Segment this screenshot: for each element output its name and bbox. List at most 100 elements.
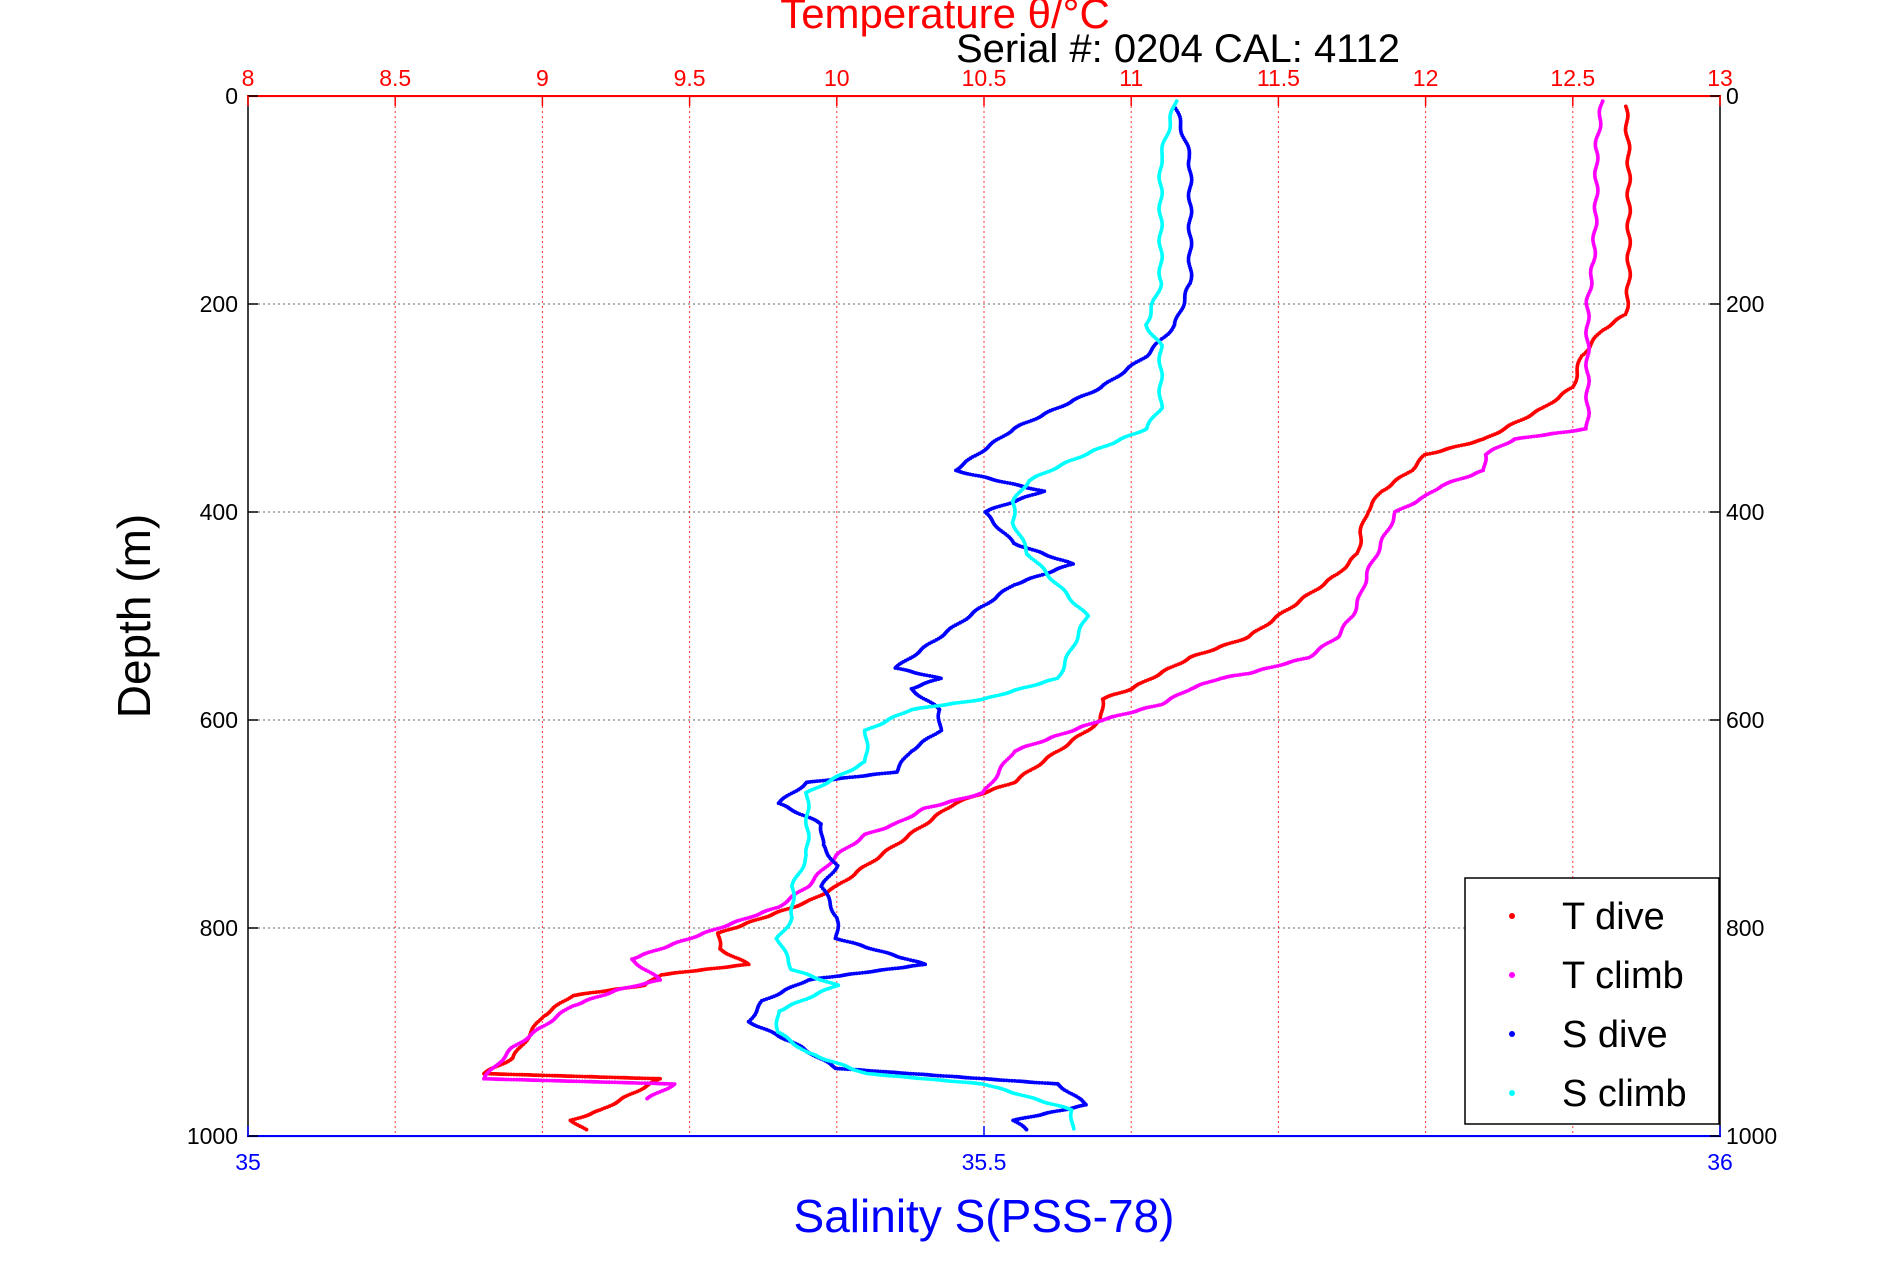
data-point xyxy=(1001,1078,1006,1083)
y-tick-label: 200 xyxy=(200,291,238,317)
data-point xyxy=(914,1072,919,1076)
data-point xyxy=(539,1073,544,1078)
data-point xyxy=(971,473,975,477)
data-point xyxy=(850,775,855,779)
temp-tick-label: 11.5 xyxy=(1257,65,1300,91)
data-point xyxy=(958,1080,962,1084)
temp-tick-label: 9 xyxy=(536,65,549,91)
data-point xyxy=(717,966,722,970)
data-point xyxy=(1034,1080,1039,1085)
data-point xyxy=(930,704,934,709)
data-point xyxy=(1040,1081,1045,1085)
data-point xyxy=(908,1071,913,1076)
data-point xyxy=(863,970,868,975)
data-point xyxy=(944,1074,949,1078)
legend-marker xyxy=(1509,913,1515,919)
temp-tick-label: 11 xyxy=(1119,65,1143,91)
data-point xyxy=(1304,656,1309,661)
data-point xyxy=(746,962,751,967)
data-point xyxy=(712,966,717,971)
data-point xyxy=(1564,430,1569,434)
data-point xyxy=(923,962,928,967)
data-point xyxy=(1029,1114,1033,1119)
data-point xyxy=(509,1072,513,1077)
data-point xyxy=(580,1074,585,1079)
data-point xyxy=(514,1077,519,1082)
data-point xyxy=(885,771,890,775)
data-point xyxy=(821,778,825,783)
data-point xyxy=(607,1075,612,1080)
data-point xyxy=(1532,434,1536,439)
data-point xyxy=(642,1081,647,1086)
data-point xyxy=(1010,1078,1015,1083)
y-tick-label-right: 400 xyxy=(1726,499,1764,525)
series-t-climb xyxy=(482,99,1605,1101)
data-point xyxy=(853,774,858,779)
data-point xyxy=(919,1076,924,1081)
data-point xyxy=(544,1078,549,1083)
data-point xyxy=(571,1079,576,1084)
temp-tick-label: 8 xyxy=(242,65,255,91)
data-point xyxy=(484,1077,489,1081)
data-point xyxy=(896,966,900,971)
data-point xyxy=(881,1069,886,1074)
data-point xyxy=(941,1074,946,1078)
y-tick-label: 600 xyxy=(200,707,238,733)
legend-marker xyxy=(1509,1031,1515,1037)
data-point xyxy=(1026,1115,1031,1120)
data-point xyxy=(890,966,895,971)
data-point xyxy=(895,1074,900,1079)
data-point xyxy=(610,1075,615,1080)
data-point xyxy=(824,975,829,980)
data-point xyxy=(1529,434,1533,439)
data-point xyxy=(925,1077,930,1081)
temp-tick-label: 8.5 xyxy=(379,65,411,91)
data-point xyxy=(541,1078,546,1083)
data-point xyxy=(952,1079,957,1084)
data-point xyxy=(1123,712,1128,716)
legend-label: T climb xyxy=(1562,955,1684,997)
y-tick-label-right: 1000 xyxy=(1726,1123,1777,1149)
legend-marker xyxy=(1509,972,1515,978)
y-tick-label: 1000 xyxy=(187,1123,238,1149)
data-point xyxy=(572,1074,576,1079)
data-point xyxy=(889,1074,894,1078)
data-point xyxy=(1005,480,1010,485)
data-point xyxy=(920,962,925,967)
data-point xyxy=(875,1069,880,1074)
data-point xyxy=(514,1072,519,1077)
data-point xyxy=(818,779,822,783)
y-tick-label-right: 0 xyxy=(1726,83,1739,109)
y-tick-label-right: 200 xyxy=(1726,291,1764,317)
temp-tick-label: 10.5 xyxy=(962,65,1007,91)
data-point xyxy=(1004,1078,1009,1083)
data-point xyxy=(539,1078,543,1083)
data-point xyxy=(974,1076,979,1081)
y-tick-label: 800 xyxy=(200,915,238,941)
y-tick-label-right: 600 xyxy=(1726,707,1764,733)
data-point xyxy=(883,771,887,776)
data-point xyxy=(577,1079,582,1084)
data-point xyxy=(544,1073,549,1078)
data-point xyxy=(591,990,596,995)
legend-box xyxy=(1464,877,1720,1125)
data-point xyxy=(640,1076,645,1081)
data-point xyxy=(547,1073,552,1078)
data-point xyxy=(1071,1126,1076,1131)
data-point xyxy=(509,1077,513,1082)
data-point xyxy=(1034,487,1039,492)
y-axis-label: Depth (m) xyxy=(108,514,160,718)
legend-label: S dive xyxy=(1562,1014,1668,1056)
data-point xyxy=(896,666,900,671)
series-s-climb xyxy=(774,99,1179,1131)
data-point xyxy=(960,1080,965,1084)
y-tick-label-right: 800 xyxy=(1726,915,1764,941)
data-point xyxy=(629,985,634,989)
data-point xyxy=(580,1079,584,1084)
data-point xyxy=(646,1076,650,1081)
data-point xyxy=(840,1067,844,1071)
series-s-dive xyxy=(746,104,1194,1132)
legend-label: S climb xyxy=(1562,1073,1687,1115)
data-point xyxy=(892,1074,897,1078)
data-point xyxy=(607,1080,611,1085)
